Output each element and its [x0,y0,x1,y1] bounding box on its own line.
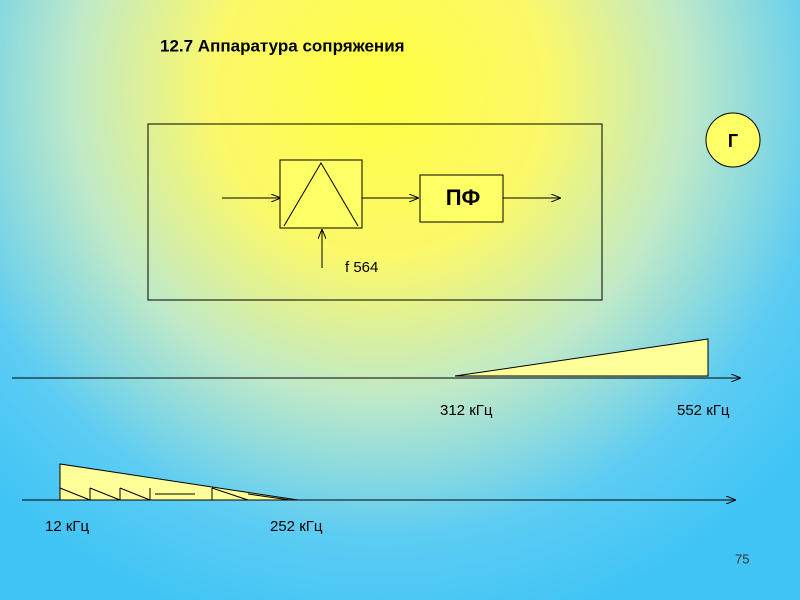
freq-label: 552 кГц [677,402,730,419]
lower-spectrum: 12 кГц 252 кГц [22,463,735,535]
freq-label: 252 кГц [270,518,323,535]
filter-box [419,174,504,223]
title: 12.7 Аппаратура сопряжения [160,36,405,55]
spectrum-shape [454,338,709,377]
carrier-label: f 564 [345,259,378,276]
upper-spectrum: 312 кГц 552 кГц [12,338,740,419]
page-number: 75 [735,551,749,566]
freq-label: 12 кГц [45,518,90,535]
generator [705,112,761,168]
modulator [279,159,363,229]
frame [147,123,603,301]
block-diagram: ПФ f 564 [147,123,603,301]
channel-marks [59,487,291,501]
generator-label: Г [728,131,738,151]
modulator-symbol [283,162,359,227]
filter-label: ПФ [446,185,481,210]
freq-label: 312 кГц [440,402,493,419]
